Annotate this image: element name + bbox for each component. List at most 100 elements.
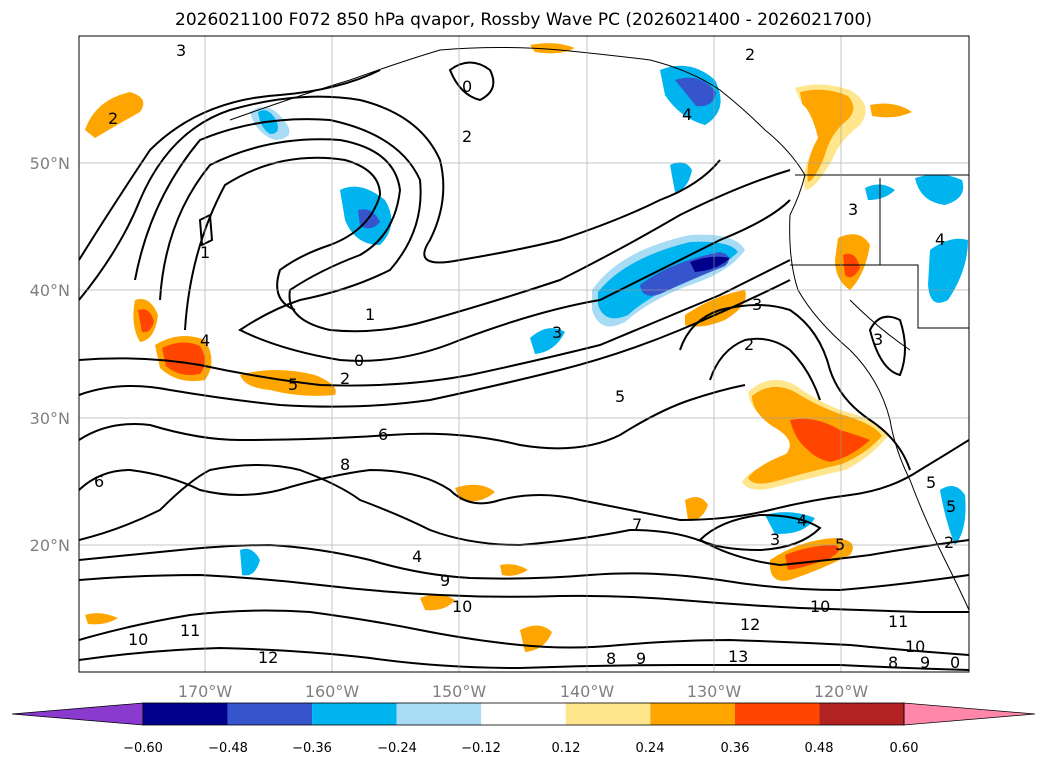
contour-label: 4 [682, 105, 692, 124]
plot-frame [78, 35, 970, 673]
colorbar-segment [650, 703, 735, 725]
map-title: 2026021100 F072 850 hPa qvapor, Rossby W… [175, 10, 872, 30]
contour-line [134, 118, 791, 362]
colorbar: −0.60 −0.48 −0.36 −0.24 −0.12 0.12 0.24 … [11, 702, 1036, 756]
contour-label: 5 [615, 387, 625, 406]
alaska-coastline [229, 47, 806, 216]
contour-line [79, 573, 969, 613]
colorbar-tick-label: 0.48 [805, 741, 834, 756]
contour-label: 8 [606, 649, 616, 668]
contour-label: 3 [873, 330, 883, 349]
contour-line [79, 439, 969, 522]
contour-label: 5 [288, 375, 298, 394]
contour-label: 3 [552, 323, 562, 342]
anomaly-blob [162, 342, 205, 375]
lon-tick-label: 140°W [560, 682, 615, 701]
anomaly-blob [928, 238, 968, 303]
contour-line [79, 69, 381, 261]
contour-line [79, 464, 969, 567]
contour-label: 11 [180, 621, 200, 640]
colorbar-extend-high [903, 702, 1036, 726]
lon-tick-label: 170°W [178, 682, 233, 701]
colorbar-tick-label: −0.48 [208, 741, 248, 756]
contour-label: 5 [926, 473, 936, 492]
colorbar-tick-label: −0.24 [377, 741, 417, 756]
contour-label: 5 [835, 535, 845, 554]
contour-line [198, 213, 214, 247]
anomaly-blob [915, 174, 964, 205]
contour-label: 8 [340, 455, 350, 474]
colorbar-segment [734, 703, 820, 725]
contour-label: 1 [365, 305, 375, 324]
anomaly-blob [690, 256, 730, 272]
anomaly-blob [670, 162, 692, 192]
lon-tick-label: 150°W [432, 682, 487, 701]
lon-tick-label: 160°W [305, 682, 360, 701]
colorbar-tick-label: 0.12 [552, 741, 581, 756]
anomaly-blob [843, 253, 860, 278]
anomaly-blob [138, 309, 154, 333]
contour-label: 4 [200, 331, 210, 350]
contour-label: 10 [452, 597, 472, 616]
contour-label: 10 [810, 597, 830, 616]
gridlines [79, 36, 969, 672]
colorbar-segment [565, 703, 651, 725]
contour-line [79, 543, 969, 592]
colorbar-extend-low [11, 702, 144, 726]
contour-label: 0 [950, 653, 960, 672]
contour-label: 11 [888, 612, 908, 631]
contour-label: 8 [888, 653, 898, 672]
contour-label: 5 [946, 497, 956, 516]
lat-tick-label: 50°N [30, 154, 70, 173]
contour-line [184, 156, 382, 331]
coastline-layer [229, 47, 969, 611]
contour-label: 3 [752, 295, 762, 314]
contour-label: 4 [412, 547, 422, 566]
anomaly-blob [240, 548, 260, 576]
colorbar-segment [396, 703, 482, 725]
colorbar-tick-label: 0.60 [890, 741, 919, 756]
contour-line [698, 513, 822, 552]
anomaly-blob [870, 103, 912, 118]
anomaly-blob [790, 418, 870, 462]
lat-tick-label: 30°N [30, 409, 70, 428]
contour-line [448, 61, 495, 102]
contour-label: 7 [632, 515, 642, 534]
contour-label: 1 [200, 243, 210, 262]
contour-label: 2 [462, 127, 472, 146]
contour-label: 3 [848, 200, 858, 219]
anomaly-fill-layer [85, 43, 968, 652]
anomaly-blob [85, 613, 118, 625]
contour-label: 0 [354, 351, 364, 370]
colorbar-segments [11, 702, 1036, 726]
anomaly-blob [940, 486, 966, 545]
lon-tick-label: 130°W [687, 682, 742, 701]
contour-label: 2 [108, 109, 118, 128]
anomaly-blob [85, 92, 144, 138]
lon-axis: 170°W 160°W 150°W 140°W 130°W 120°W [178, 682, 869, 701]
lon-tick-label: 120°W [814, 682, 869, 701]
contour-line [79, 279, 791, 408]
contour-labels: 3 2 0 2 1 1 0 2 5 4 6 8 6 5 3 2 3 7 9 10… [94, 41, 960, 672]
contour-label: 10 [128, 630, 148, 649]
contour-label: 4 [935, 230, 945, 249]
anomaly-blob [500, 564, 528, 576]
contour-line [679, 304, 911, 471]
contour-label: 9 [920, 653, 930, 672]
contour-label: 9 [440, 571, 450, 590]
contour-label: 9 [636, 649, 646, 668]
colorbar-tick-label: 0.36 [721, 741, 750, 756]
colorbar-tick-label: −0.12 [461, 741, 501, 756]
anomaly-blob [800, 89, 854, 182]
colorbar-segment [143, 703, 228, 725]
colorbar-tick-label: 0.24 [636, 741, 665, 756]
anomaly-blob [765, 512, 815, 535]
colorbar-segment [227, 703, 313, 725]
lat-axis: 50°N 40°N 30°N 20°N [30, 154, 70, 555]
contour-line [79, 95, 721, 301]
colorbar-ticks: −0.60 −0.48 −0.36 −0.24 −0.12 0.12 0.24 … [123, 741, 918, 756]
colorbar-tick-label: −0.36 [292, 741, 332, 756]
contour-label: 6 [378, 425, 388, 444]
anomaly-blob [675, 77, 716, 107]
